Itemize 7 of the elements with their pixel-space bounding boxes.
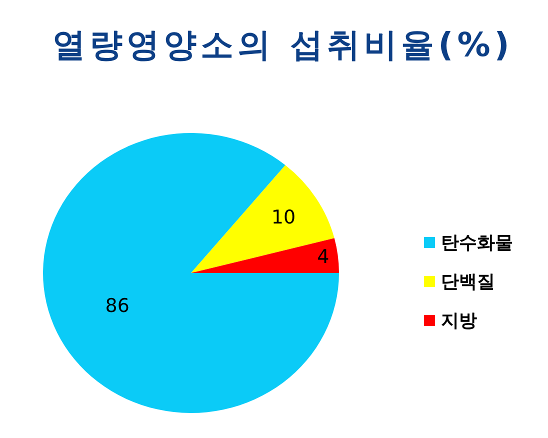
legend-label: 지방 (441, 310, 477, 332)
data-label: 86 (105, 294, 130, 317)
chart-title: 열량영양소의 섭취비율(%) (52, 25, 514, 64)
legend-label: 단백질 (441, 272, 495, 292)
data-label: 10 (271, 206, 296, 228)
data-label: 4 (317, 246, 330, 268)
legend-label: 탄수화물 (441, 232, 513, 254)
